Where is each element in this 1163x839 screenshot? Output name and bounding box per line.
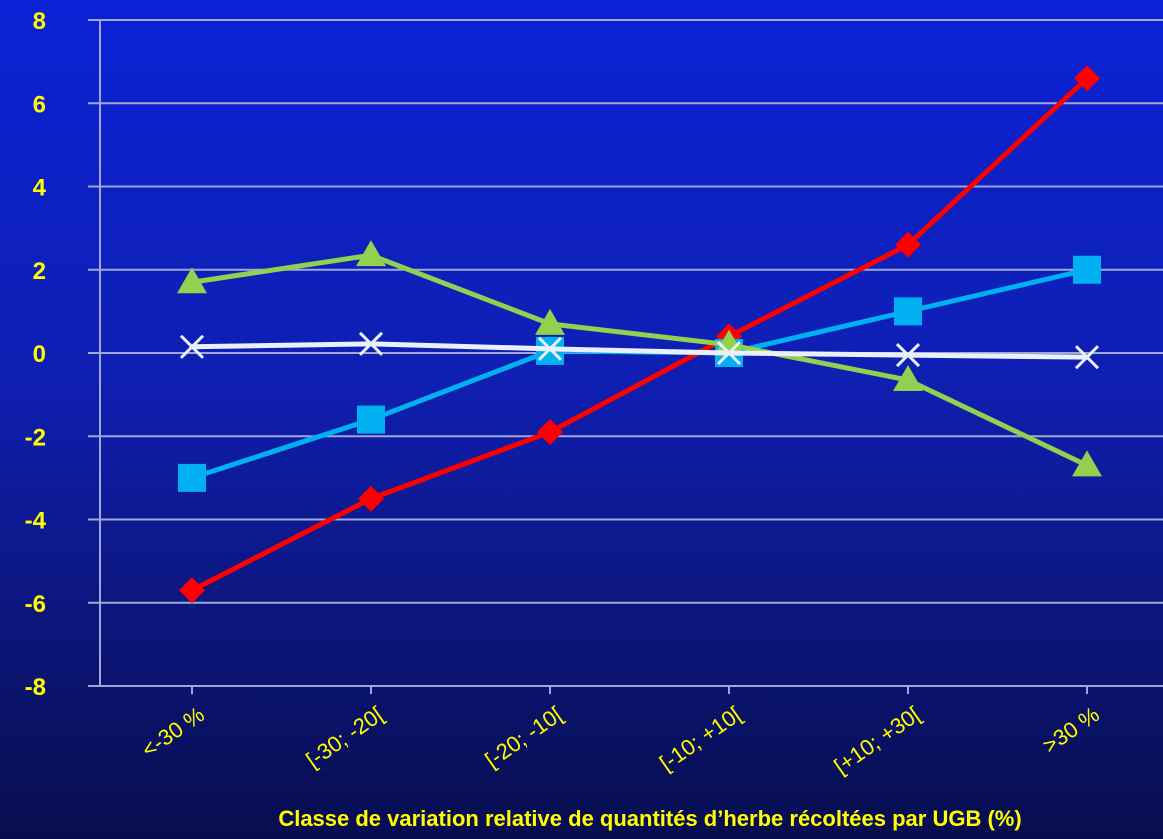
x-tick-label: >30 % xyxy=(1038,702,1104,759)
y-tick-label: 8 xyxy=(33,8,46,35)
y-tick-label: 6 xyxy=(33,91,46,118)
data-point xyxy=(179,334,205,359)
y-tick-label: -4 xyxy=(25,508,47,535)
data-point xyxy=(356,240,386,267)
series-1 xyxy=(179,65,1100,604)
series-2 xyxy=(178,255,1101,492)
series-4 xyxy=(179,331,1100,370)
data-point xyxy=(1072,450,1102,477)
y-tick-label: 2 xyxy=(33,258,46,285)
y-tick-labels: -8 -6 -4 -2 0 2 4 6 8 xyxy=(25,8,47,701)
y-tick-label: 4 xyxy=(33,175,47,202)
x-tick-label: [+10; +30[ xyxy=(829,702,925,779)
series-group xyxy=(177,65,1102,604)
data-point xyxy=(537,336,563,361)
y-tick-label: 0 xyxy=(33,341,46,368)
data-point xyxy=(537,419,563,446)
data-point xyxy=(893,365,923,392)
series-line xyxy=(189,252,1090,468)
data-point xyxy=(1074,65,1100,92)
x-tick-label: [-10; +10[ xyxy=(655,702,746,776)
data-point xyxy=(357,405,385,434)
data-point xyxy=(716,340,742,366)
series-line xyxy=(189,341,1090,360)
x-tick-label: [-30; -20[ xyxy=(301,702,387,773)
y-tick-label: -2 xyxy=(25,424,46,451)
data-point xyxy=(177,267,207,294)
data-point xyxy=(1073,255,1101,284)
data-point xyxy=(179,577,205,604)
data-point xyxy=(894,297,922,326)
x-tick-labels: <-30 % [-30; -20[ [-20; -10[ [-10; +10[ [+10… xyxy=(137,702,1104,779)
series-line xyxy=(189,267,1090,481)
data-point xyxy=(358,485,384,512)
series-line xyxy=(189,75,1090,593)
y-tick-label: -6 xyxy=(25,591,46,618)
data-point xyxy=(178,463,206,492)
gridlines xyxy=(100,19,1163,604)
y-tick-label: -8 xyxy=(25,674,46,701)
data-point xyxy=(714,329,744,356)
data-point xyxy=(358,331,384,356)
x-tick-label: <-30 % xyxy=(137,702,209,763)
x-tick-label: [-20; -10[ xyxy=(480,702,566,773)
axes xyxy=(88,19,1163,694)
data-point xyxy=(895,343,921,368)
data-point xyxy=(535,308,565,335)
data-point xyxy=(895,231,921,258)
series-3 xyxy=(177,240,1102,477)
x-axis-title: Classe de variation relative de quantité… xyxy=(278,806,1021,831)
data-point xyxy=(1074,345,1100,370)
